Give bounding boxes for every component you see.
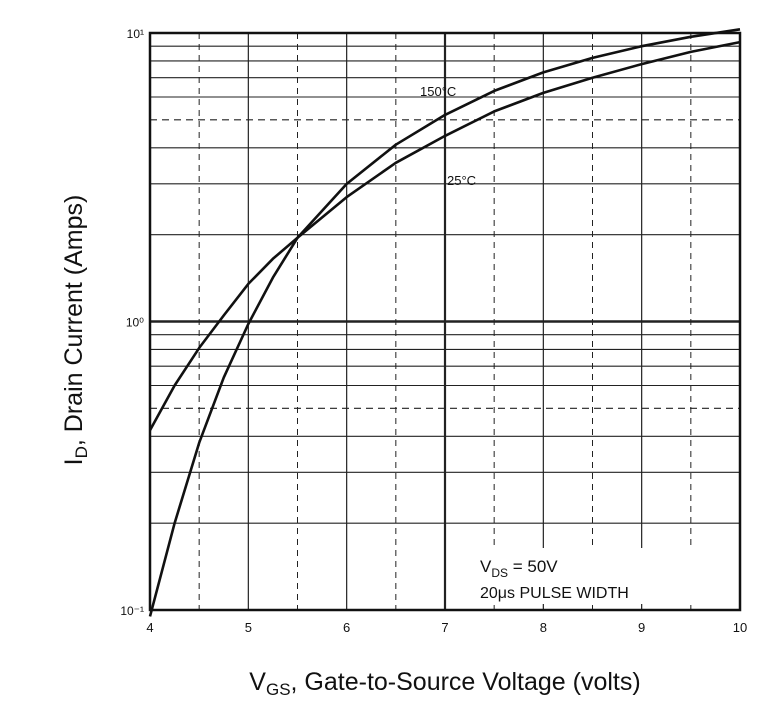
x-axis-label: VGS, Gate-to-Source Voltage (volts) <box>249 668 640 699</box>
annotation-150c: 150°C <box>420 84 456 99</box>
x-tick-label: 5 <box>245 620 252 635</box>
x-tick-label: 7 <box>441 620 448 635</box>
x-tick-label: 10 <box>733 620 747 635</box>
tick-labels: 4 5 6 7 8 9 10 10¹ 10⁰ 10⁻¹ <box>120 27 747 635</box>
series-line-2 <box>148 28 741 617</box>
x-axis-label-main: V <box>249 668 266 696</box>
y-tick-label: 10⁻¹ <box>120 604 144 618</box>
y-axis-label-rest: , Drain Current (Amps) <box>60 195 88 446</box>
note-pulse-width: 20μs PULSE WIDTH <box>480 585 629 602</box>
y-axis-label: ID, Drain Current (Amps) <box>60 195 91 466</box>
y-axis-label-main: I <box>60 458 88 465</box>
plot-frame <box>148 31 742 612</box>
grid <box>150 33 740 610</box>
annotation-25c: 25°C <box>447 173 476 188</box>
note-vds-rest: = 50V <box>508 557 558 576</box>
x-tick-label: 4 <box>146 620 153 635</box>
x-tick-label: 6 <box>343 620 350 635</box>
y-axis-label-sub: D <box>72 446 91 458</box>
note-box <box>468 548 732 604</box>
x-tick-label: 9 <box>638 620 645 635</box>
x-tick-label: 8 <box>540 620 547 635</box>
series-line-1 <box>148 40 741 431</box>
x-axis-label-rest: , Gate-to-Source Voltage (volts) <box>291 668 641 696</box>
note-vds-sub: DS <box>491 566 508 580</box>
y-tick-label: 10¹ <box>127 27 144 41</box>
note-vds: VDS = 50V <box>480 557 558 580</box>
x-axis-label-sub: GS <box>266 680 291 699</box>
series-group <box>148 28 741 617</box>
y-tick-label: 10⁰ <box>126 316 144 330</box>
note-vds-main: V <box>480 557 492 576</box>
